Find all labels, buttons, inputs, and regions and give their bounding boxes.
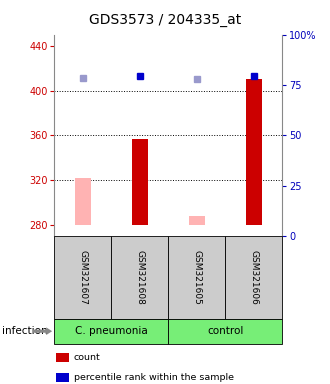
Bar xyxy=(189,216,205,225)
Text: C. pneumonia: C. pneumonia xyxy=(75,326,148,336)
Bar xyxy=(132,139,148,225)
Text: control: control xyxy=(207,326,244,336)
Bar xyxy=(75,178,91,225)
Text: GDS3573 / 204335_at: GDS3573 / 204335_at xyxy=(89,13,241,27)
Text: percentile rank within the sample: percentile rank within the sample xyxy=(74,373,234,382)
Text: GSM321605: GSM321605 xyxy=(192,250,201,305)
Text: GSM321606: GSM321606 xyxy=(249,250,258,305)
Text: infection: infection xyxy=(2,326,47,336)
Bar xyxy=(246,79,262,225)
Text: GSM321607: GSM321607 xyxy=(79,250,87,305)
Text: GSM321608: GSM321608 xyxy=(135,250,144,305)
Text: count: count xyxy=(74,353,100,362)
